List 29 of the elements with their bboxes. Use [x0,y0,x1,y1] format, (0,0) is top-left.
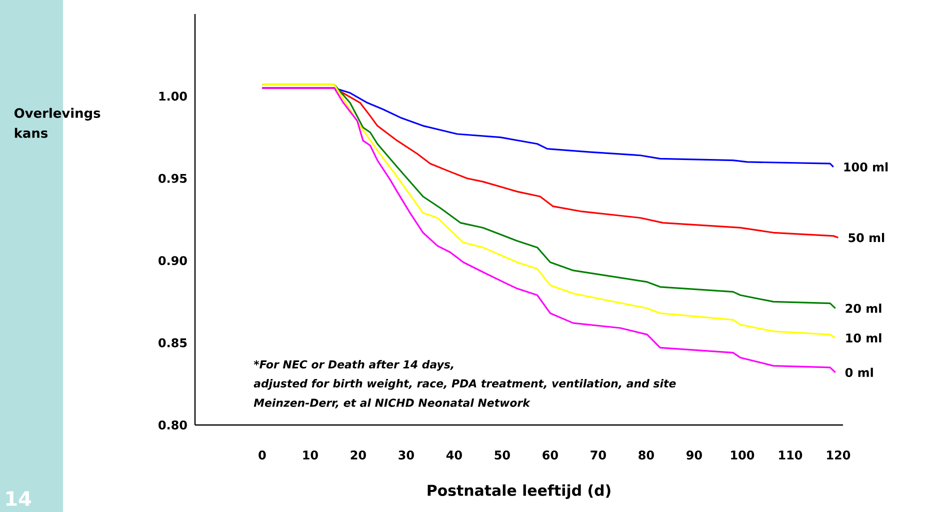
y-tick-label: 0.85 [158,338,187,348]
x-tick-label: 50 [494,450,510,460]
y-tick-label: 1.00 [159,92,187,101]
series-label: 10 ml [846,333,882,342]
text: 14 [6,491,32,506]
x-tick-label: 20 [350,450,366,460]
series-label: 50 ml [848,232,884,242]
x-tick-label: 80 [638,450,654,460]
x-tick-label: 30 [398,450,414,460]
x-tick-label: 60 [542,450,558,460]
x-tick-label: 0 [258,450,266,460]
y-tick-label: 0.80 [158,420,187,430]
annotation: Meinzen-Derr, et al NICHD Neonatal Network [254,398,530,408]
annotation: adjusted for birth weight, race, PDA treatment, ventilation, and site [254,379,676,390]
x-axis-title: Postnatale leeftijd (d) [428,484,610,499]
x-tick-label: 100 [731,450,754,460]
y-axis-title: Overlevings kans [14,108,100,138]
x-tick-label: 70 [590,450,606,460]
y-tick-label: 0.90 [158,256,187,266]
x-tick-label: 120 [827,450,850,460]
y-tick-label: 0.95 [158,174,187,183]
series-label: 20 ml [846,304,882,313]
series-label: 0 ml [845,368,873,378]
x-tick-label: 10 [303,450,318,460]
x-tick-label: 110 [779,450,802,460]
x-tick-label: 40 [446,450,462,460]
x-tick-label: 90 [686,450,702,460]
annotation: *For NEC or Death after 14 days, [254,360,454,371]
series-label: 100 ml [844,162,888,172]
